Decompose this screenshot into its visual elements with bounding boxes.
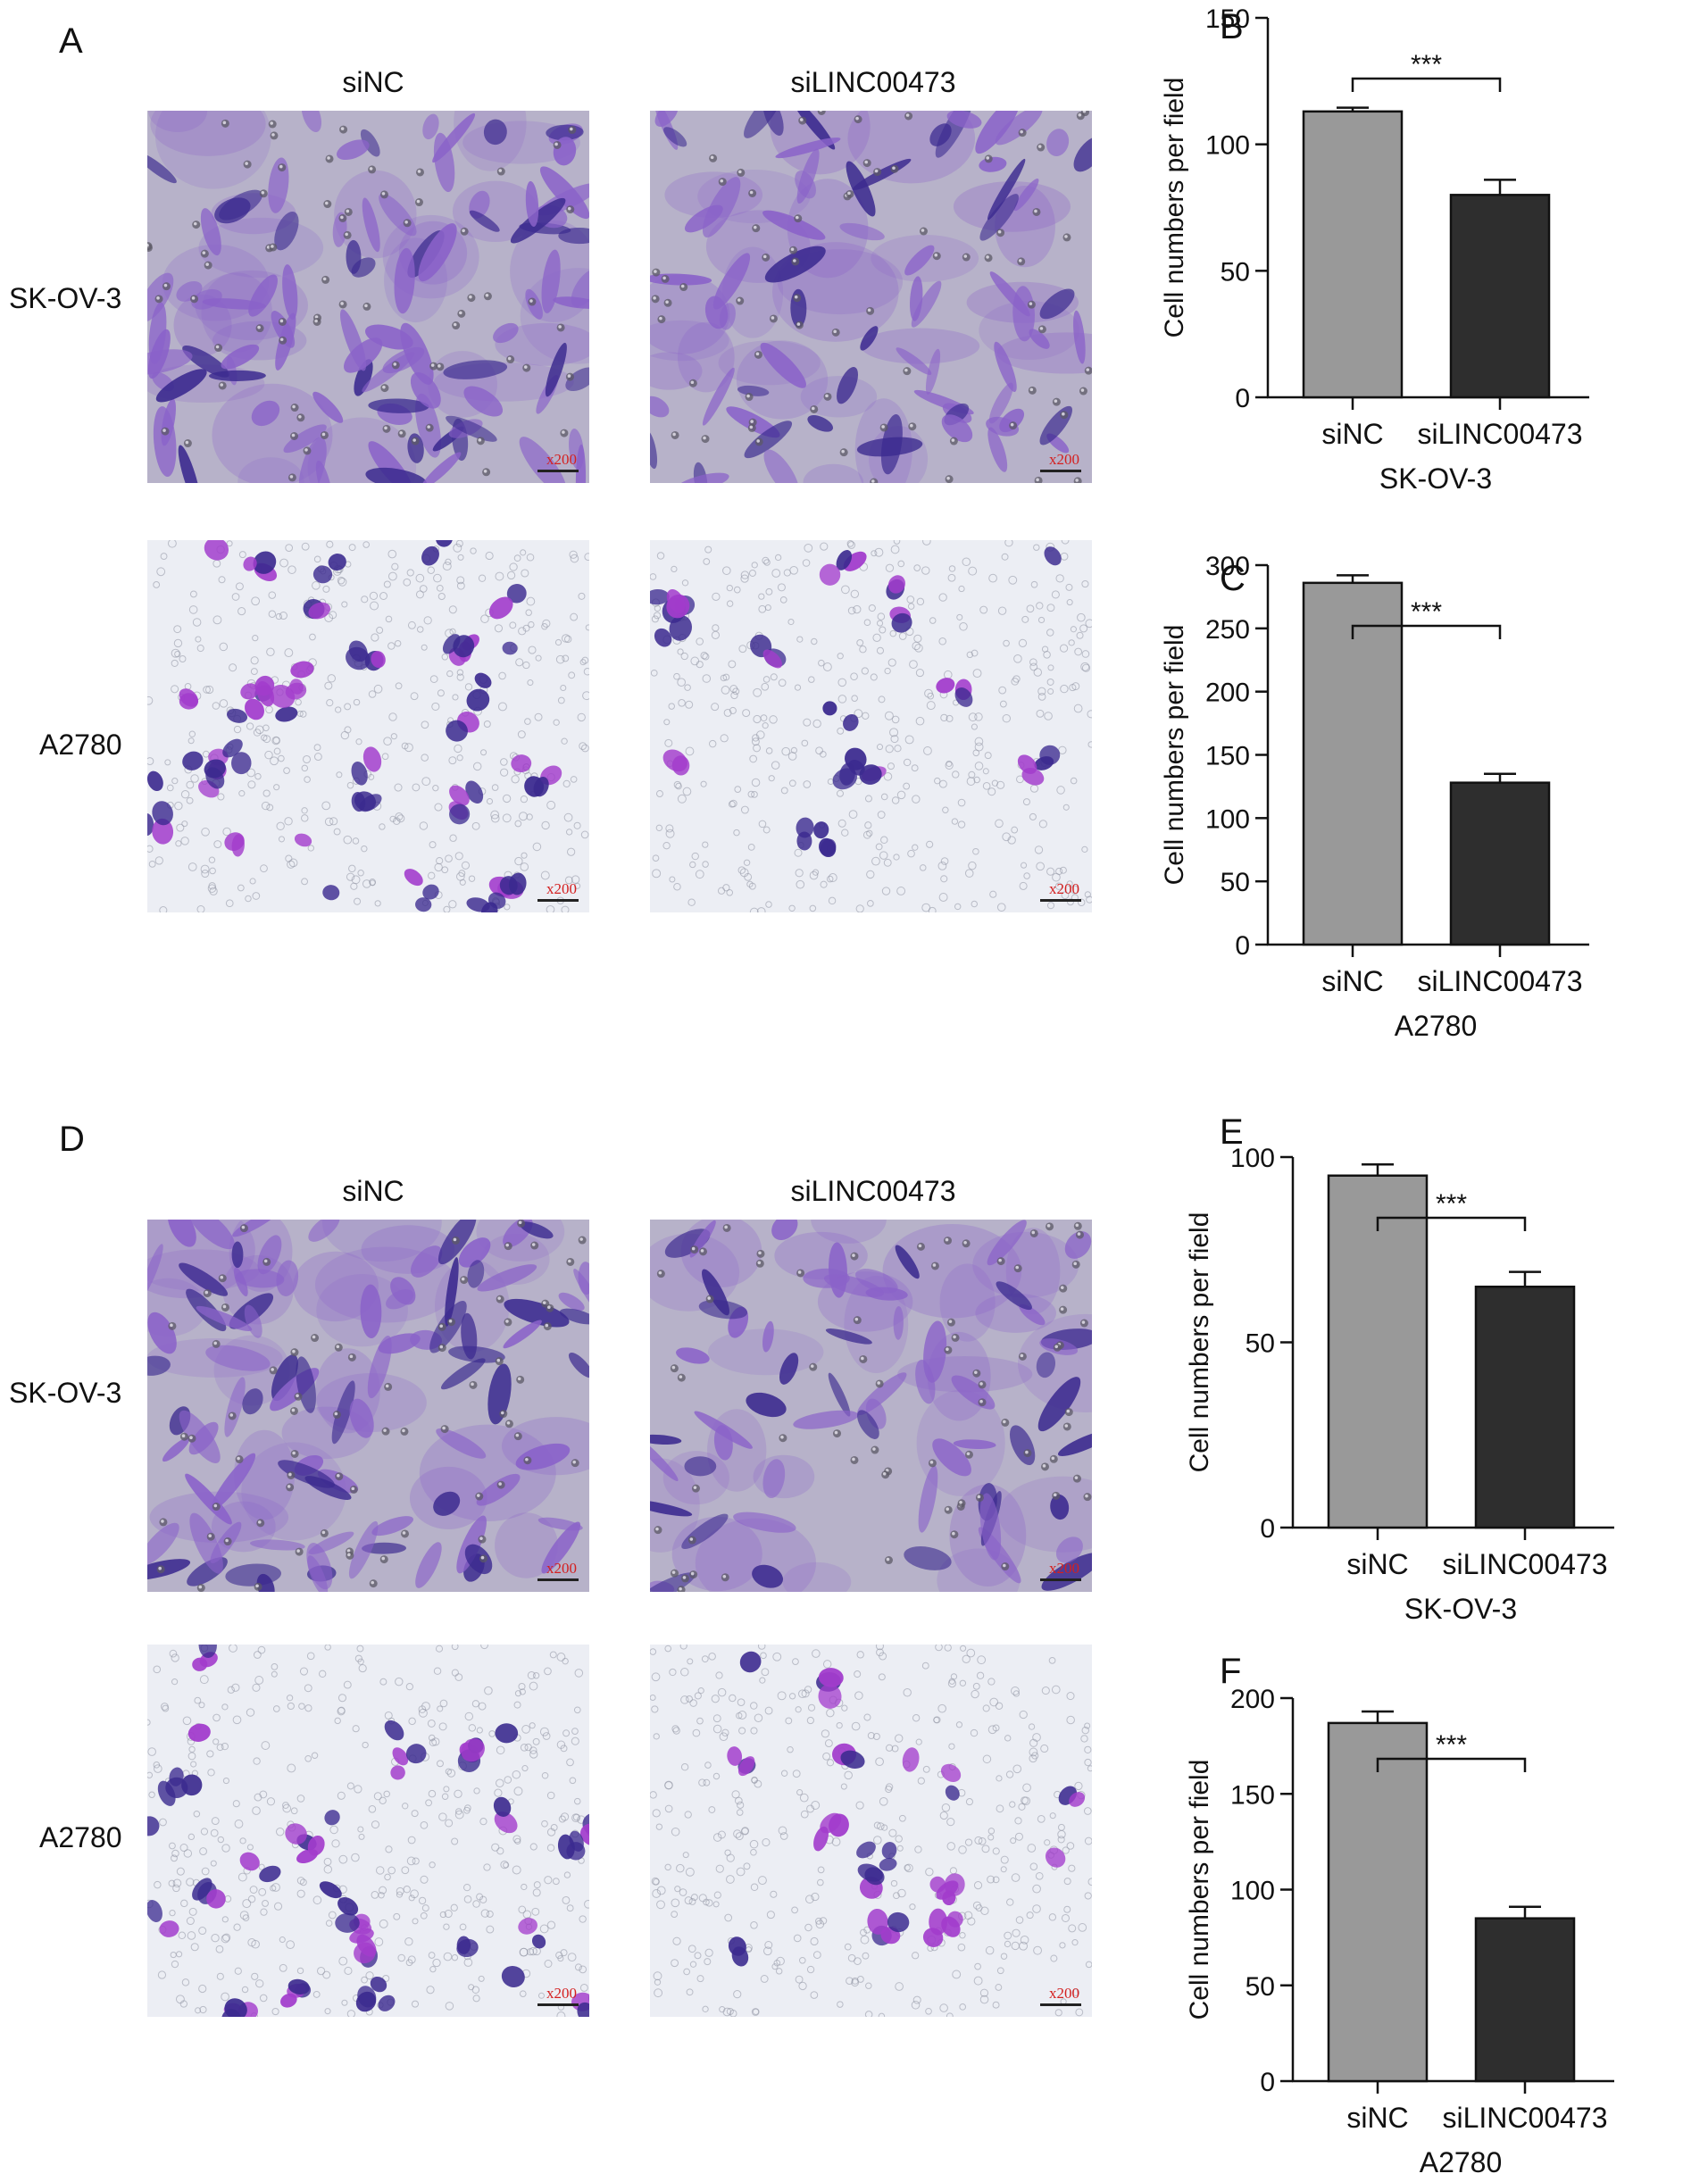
- significance-bracket: [1351, 77, 1502, 92]
- column-label-sinc-top: siNC: [342, 66, 404, 98]
- panel-label-d: D: [59, 1120, 85, 1159]
- y-tick-label: 50: [1221, 868, 1250, 897]
- x-tick-label: siNC: [1321, 418, 1383, 450]
- y-tick-label: 300: [1205, 552, 1250, 581]
- y-tick-label: 200: [1205, 679, 1250, 708]
- significance-label: ***: [1436, 1189, 1467, 1219]
- micrograph-skov3-silinc-invasion: x200: [650, 111, 1092, 483]
- scale-bar: [1040, 2003, 1081, 2006]
- scale-bar: [1040, 899, 1081, 902]
- x-axis-label: A2780: [1420, 2146, 1503, 2178]
- scale-bar: [1040, 1578, 1081, 1581]
- magnification-label: x200: [546, 451, 577, 468]
- y-tick-label: 150: [1230, 1780, 1275, 1810]
- y-tick-label: 150: [1205, 742, 1250, 771]
- y-axis-label: Cell numbers per field: [1160, 78, 1189, 338]
- scale-bar: [537, 1578, 579, 1581]
- y-tick-label: 100: [1205, 804, 1250, 834]
- significance-label: ***: [1411, 50, 1442, 79]
- x-tick-label: siLINC00473: [1418, 418, 1583, 450]
- micrograph-a2780-sinc-invasion: x200: [147, 540, 589, 912]
- significance-bracket: [1351, 624, 1502, 639]
- scale-bar: [1040, 470, 1081, 472]
- y-tick-label: 0: [1260, 1514, 1275, 1544]
- x-tick-label: siNC: [1346, 2102, 1408, 2134]
- column-label-sinc-bottom: siNC: [342, 1175, 404, 1207]
- magnification-label: x200: [546, 880, 577, 897]
- x-axis-label: A2780: [1395, 1010, 1478, 1042]
- y-tick-label: 0: [1235, 384, 1250, 413]
- scale-bar: [537, 899, 579, 902]
- x-tick-label: siNC: [1321, 965, 1383, 997]
- y-tick-label: 100: [1205, 131, 1250, 161]
- micrograph-skov3-sinc-invasion: x200: [147, 111, 589, 483]
- y-tick-label: 0: [1260, 2068, 1275, 2097]
- row-label-skov3-d: SK-OV-3: [9, 1377, 122, 1409]
- significance-label: ***: [1411, 597, 1442, 627]
- y-tick-label: 50: [1246, 1972, 1275, 2002]
- magnification-label: x200: [1049, 880, 1079, 897]
- panel-label-a: A: [59, 21, 83, 61]
- y-axis-label: Cell numbers per field: [1160, 625, 1189, 886]
- x-tick-label: siNC: [1346, 1548, 1408, 1580]
- significance-bracket: [1376, 1757, 1527, 1772]
- micrograph-a2780-silinc-migration: x200: [650, 1645, 1092, 2017]
- magnification-label: x200: [1049, 451, 1079, 468]
- micrograph-skov3-silinc-migration: x200: [650, 1220, 1092, 1592]
- x-tick-label: siLINC00473: [1443, 1548, 1608, 1580]
- panel-label-e: E: [1220, 1112, 1244, 1152]
- scale-bar: [537, 2003, 579, 2006]
- x-tick-label: siLINC00473: [1418, 965, 1583, 997]
- y-tick-label: 100: [1230, 1877, 1275, 1906]
- magnification-label: x200: [546, 1560, 577, 1577]
- micrograph-skov3-sinc-migration: x200: [147, 1220, 589, 1592]
- column-label-silinc-bottom: siLINC00473: [790, 1175, 956, 1207]
- row-label-a2780-d: A2780: [39, 1821, 122, 1853]
- y-tick-label: 50: [1246, 1329, 1275, 1359]
- y-tick-label: 250: [1205, 615, 1250, 645]
- bar-silinc: [1449, 194, 1551, 399]
- significance-label: ***: [1436, 1730, 1467, 1760]
- y-tick-label: 200: [1230, 1685, 1275, 1714]
- row-label-a2780-a: A2780: [39, 729, 122, 761]
- y-axis-label: Cell numbers per field: [1185, 1212, 1214, 1473]
- x-tick-label: siLINC00473: [1443, 2102, 1608, 2134]
- y-axis-label: Cell numbers per field: [1185, 1760, 1214, 2020]
- bar-silinc: [1474, 1917, 1576, 2083]
- magnification-label: x200: [1049, 1560, 1079, 1577]
- x-axis-label: SK-OV-3: [1379, 462, 1492, 495]
- scale-bar: [537, 470, 579, 472]
- panel-label-f: F: [1220, 1652, 1242, 1691]
- panel-label-c: C: [1220, 559, 1246, 598]
- panel-label-b: B: [1220, 7, 1244, 46]
- micrograph-a2780-silinc-invasion: x200: [650, 540, 1092, 912]
- bar-sinc: [1302, 581, 1404, 946]
- bar-silinc: [1449, 781, 1551, 946]
- micrograph-a2780-sinc-migration: x200: [147, 1645, 589, 2017]
- bar-sinc: [1327, 1721, 1429, 2083]
- magnification-label: x200: [1049, 1985, 1079, 2002]
- y-tick-label: 50: [1221, 257, 1250, 287]
- y-tick-label: 0: [1235, 931, 1250, 961]
- magnification-label: x200: [546, 1985, 577, 2002]
- column-label-silinc-top: siLINC00473: [790, 66, 956, 98]
- significance-bracket: [1376, 1216, 1527, 1231]
- x-axis-label: SK-OV-3: [1404, 1593, 1517, 1625]
- y-tick-label: 100: [1230, 1144, 1275, 1173]
- y-tick-label: 150: [1205, 4, 1250, 34]
- row-label-skov3-a: SK-OV-3: [9, 282, 122, 314]
